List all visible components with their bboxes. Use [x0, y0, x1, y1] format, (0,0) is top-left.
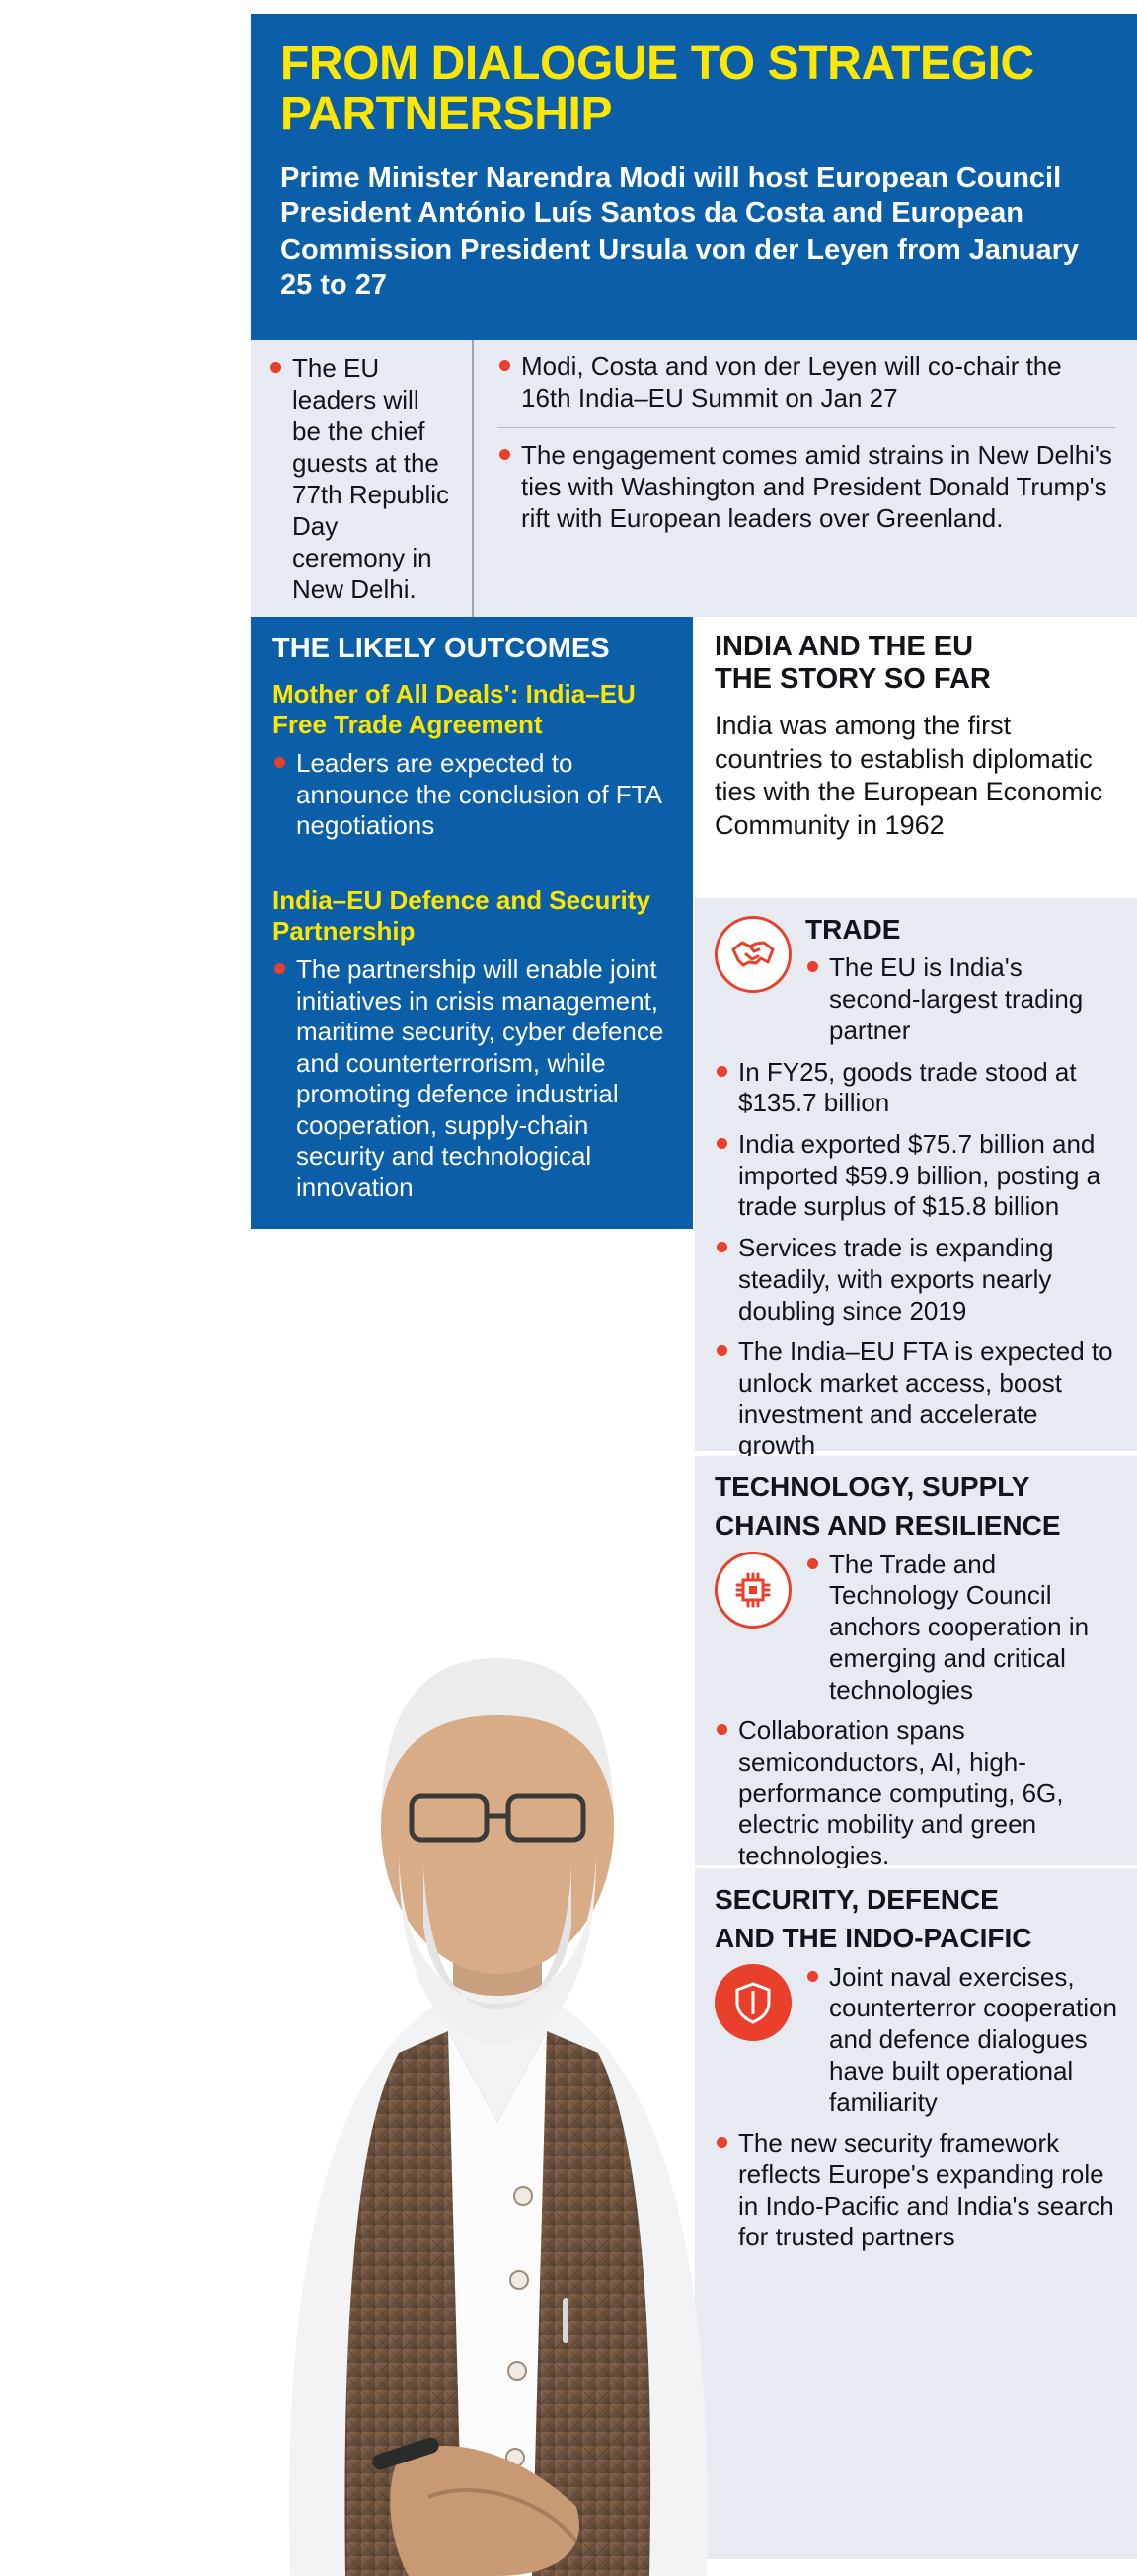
- list-item: The Trade and Technology Council anchors…: [805, 1550, 1117, 1706]
- story-so-far-panel: INDIA AND THE EU THE STORY SO FAR India …: [695, 617, 1137, 898]
- list-item-text: The new security framework reflects Euro…: [738, 2128, 1114, 2252]
- bullet-dot-icon: [274, 963, 285, 975]
- story-heading-line2: THE STORY SO FAR: [715, 663, 991, 696]
- list-item-text: Modi, Costa and von der Leyen will co-ch…: [521, 351, 1062, 413]
- list-item-text: The India–EU FTA is expected to unlock m…: [738, 1336, 1113, 1461]
- list-item: In FY25, goods trade stood at $135.7 bil…: [715, 1057, 1117, 1119]
- likely-outcomes-heading: THE LIKELY OUTCOMES: [272, 633, 610, 664]
- story-text: India was among the first countries to e…: [715, 711, 1103, 840]
- list-item: Joint naval exercises, counterterror coo…: [805, 1962, 1117, 2119]
- list-item-text: Leaders are expected to announce the con…: [296, 748, 661, 841]
- shield-icon: [715, 1963, 792, 2041]
- list-item: India exported $75.7 billion and importe…: [715, 1129, 1117, 1223]
- likely-outcomes-panel: THE LIKELY OUTCOMES Mother of All Deals'…: [251, 617, 693, 957]
- list-item: Collaboration spans semiconductors, AI, …: [715, 1715, 1117, 1872]
- bullet-dot-icon: [717, 1137, 727, 1149]
- trade-panel: TRADE The EU is India's second-largest t…: [695, 898, 1137, 1460]
- list-item: Modi, Costa and von der Leyen will co-ch…: [497, 351, 1115, 414]
- bullet-dot-icon: [499, 449, 510, 461]
- security-heading-line1: SECURITY, DEFENCE: [715, 1884, 999, 1915]
- left-margin: [0, 0, 251, 2576]
- list-item-text: India exported $75.7 billion and importe…: [738, 1128, 1101, 1222]
- trade-heading: TRADE: [805, 914, 901, 945]
- list-item-text: Collaboration spans semiconductors, AI, …: [738, 1715, 1064, 1871]
- list-item: The EU leaders will be the chief guests …: [268, 353, 454, 606]
- bullet-dot-icon: [499, 360, 510, 371]
- summary-left-cell: The EU leaders will be the chief guests …: [251, 340, 474, 617]
- bullet-dot-icon: [717, 1065, 727, 1077]
- bullet-dot-icon: [807, 961, 818, 973]
- bullet-dot-icon: [274, 757, 285, 769]
- list-item: The partnership will enable joint initia…: [272, 954, 673, 1203]
- security-heading-line2: AND THE INDO-PACIFIC: [715, 1923, 1032, 1954]
- bullet-dot-icon: [717, 1724, 727, 1736]
- list-item-text: Services trade is expanding steadily, wi…: [738, 1233, 1054, 1326]
- chip-icon: [715, 1551, 792, 1629]
- header-banner: FROM DIALOGUE TO STRATEGIC PARTNERSHIP P…: [251, 14, 1137, 340]
- list-item-text: The EU is India's second-largest trading…: [829, 952, 1084, 1045]
- bullet-dot-icon: [717, 2137, 727, 2149]
- defence-partnership-panel: India–EU Defence and Security Partnershi…: [251, 873, 693, 1229]
- list-item-text: The EU leaders will be the chief guests …: [292, 353, 449, 604]
- bullet-dot-icon: [807, 1557, 818, 1569]
- list-item-text: The partnership will enable joint initia…: [296, 954, 664, 1202]
- header-subtitle: Prime Minister Narendra Modi will host E…: [280, 161, 1080, 302]
- bullet-dot-icon: [717, 1242, 727, 1253]
- divider: [497, 427, 1115, 429]
- list-item: The India–EU FTA is expected to unlock m…: [715, 1336, 1117, 1462]
- bullet-dot-icon: [270, 362, 281, 373]
- list-item-text: The Trade and Technology Council anchors…: [829, 1549, 1090, 1705]
- bullet-dot-icon: [807, 1970, 818, 1982]
- story-heading-line1: INDIA AND THE EU: [715, 631, 974, 662]
- tech-heading-line1: TECHNOLOGY, SUPPLY: [715, 1472, 1030, 1502]
- modi-portrait-photo: [251, 1174, 744, 2576]
- bullet-dot-icon: [717, 1345, 727, 1357]
- outcome-1-title: Mother of All Deals': India–EU Free Trad…: [272, 679, 636, 740]
- list-item: The engagement comes amid strains in New…: [497, 440, 1115, 534]
- list-item: Leaders are expected to announce the con…: [272, 748, 673, 841]
- technology-panel: TECHNOLOGY, SUPPLY CHAINS AND RESILIENCE: [695, 1456, 1137, 1870]
- list-item: The EU is India's second-largest trading…: [805, 952, 1117, 1046]
- summary-right-cell: Modi, Costa and von der Leyen will co-ch…: [476, 340, 1137, 617]
- list-item: Services trade is expanding steadily, wi…: [715, 1233, 1117, 1326]
- tech-heading-line2: CHAINS AND RESILIENCE: [715, 1510, 1061, 1542]
- handshake-icon: [715, 916, 792, 993]
- page-title: FROM DIALOGUE TO STRATEGIC PARTNERSHIP: [280, 38, 1034, 140]
- list-item-text: In FY25, goods trade stood at $135.7 bil…: [738, 1056, 1077, 1118]
- summary-band: The EU leaders will be the chief guests …: [251, 340, 1137, 617]
- list-item: The new security framework reflects Euro…: [715, 2128, 1117, 2253]
- security-panel: SECURITY, DEFENCE AND THE INDO-PACIFIC J…: [695, 1868, 1137, 2559]
- outcome-2-title: India–EU Defence and Security Partnershi…: [272, 885, 650, 947]
- list-item-text: Joint naval exercises, counterterror coo…: [829, 1961, 1117, 2117]
- list-item-text: The engagement comes amid strains in New…: [521, 440, 1112, 533]
